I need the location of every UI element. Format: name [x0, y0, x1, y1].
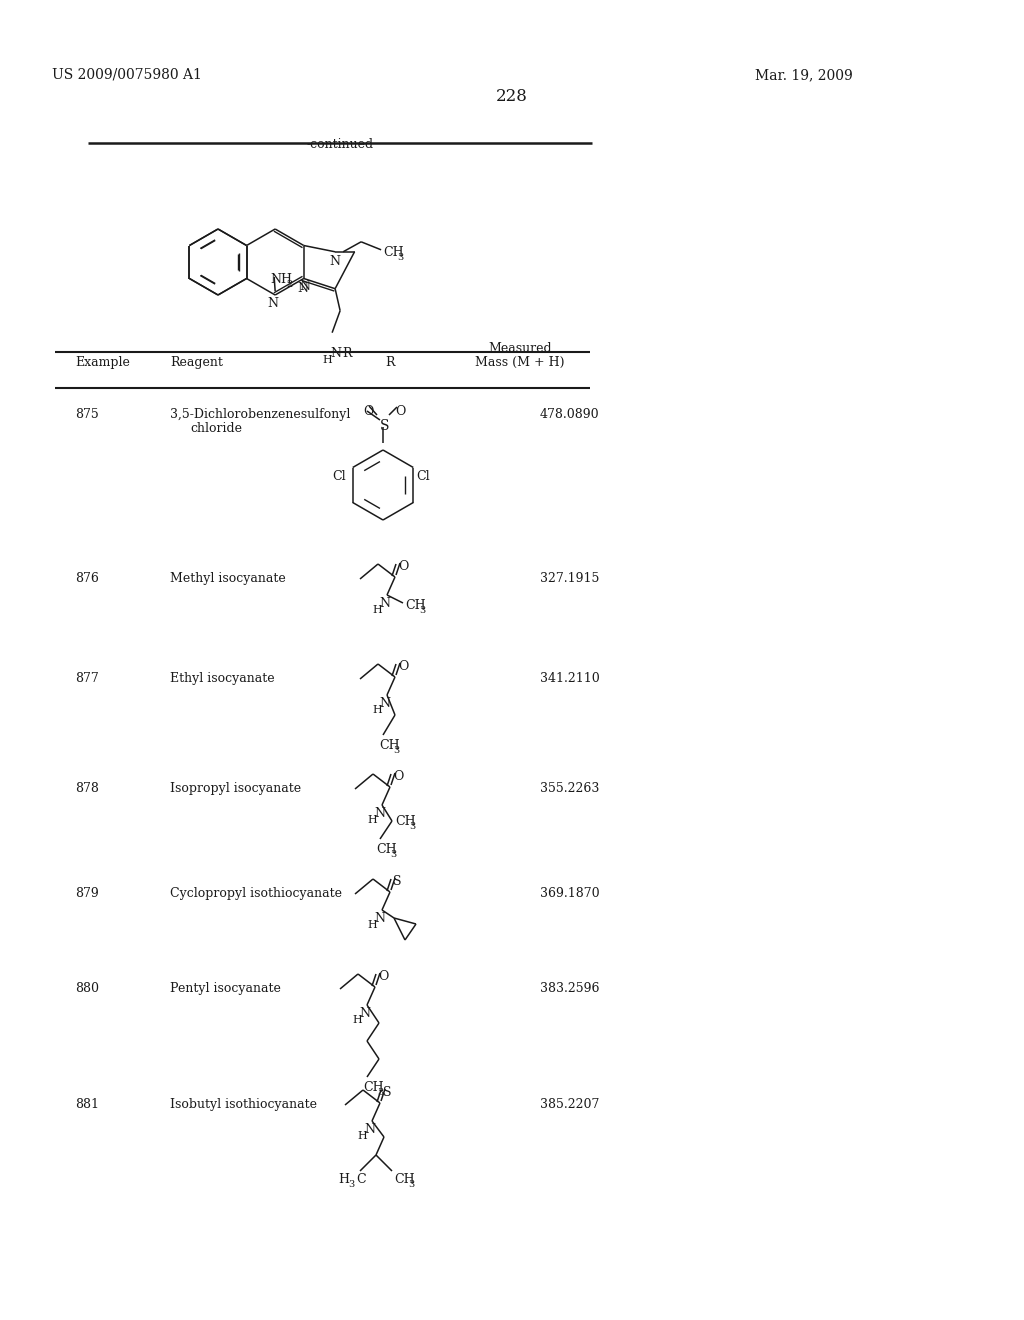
Text: H: H: [367, 920, 377, 931]
Text: Example: Example: [75, 356, 130, 370]
Text: O: O: [398, 560, 409, 573]
Text: H: H: [338, 1173, 349, 1185]
Text: US 2009/0075980 A1: US 2009/0075980 A1: [52, 69, 202, 82]
Text: 3: 3: [348, 1180, 354, 1189]
Text: H: H: [372, 605, 382, 615]
Text: N: N: [267, 297, 279, 310]
Text: 2: 2: [286, 280, 293, 289]
Text: Methyl isocyanate: Methyl isocyanate: [170, 572, 286, 585]
Text: 478.0890: 478.0890: [540, 408, 600, 421]
Text: 3: 3: [397, 253, 403, 261]
Text: NH: NH: [270, 273, 292, 286]
Text: 3: 3: [419, 606, 425, 615]
Text: N: N: [329, 255, 340, 268]
Text: 3: 3: [390, 850, 396, 859]
Text: 383.2596: 383.2596: [540, 982, 599, 995]
Text: CH: CH: [376, 843, 396, 855]
Text: Cyclopropyl isothiocyanate: Cyclopropyl isothiocyanate: [170, 887, 342, 900]
Text: Mass (M + H): Mass (M + H): [475, 356, 565, 370]
Text: Isobutyl isothiocyanate: Isobutyl isothiocyanate: [170, 1098, 317, 1111]
Text: 877: 877: [75, 672, 98, 685]
Text: 355.2263: 355.2263: [540, 781, 599, 795]
Text: O: O: [378, 970, 388, 983]
Text: C: C: [356, 1173, 366, 1185]
Text: O: O: [393, 770, 403, 783]
Text: N: N: [359, 1007, 370, 1020]
Text: Cl: Cl: [417, 470, 430, 483]
Text: H: H: [323, 355, 332, 364]
Text: 228: 228: [496, 88, 528, 106]
Text: R: R: [342, 347, 351, 359]
Text: N: N: [300, 281, 310, 293]
Text: CH: CH: [362, 1081, 384, 1094]
Text: O: O: [362, 405, 374, 418]
Text: Ethyl isocyanate: Ethyl isocyanate: [170, 672, 274, 685]
Text: Mar. 19, 2009: Mar. 19, 2009: [755, 69, 853, 82]
Text: -continued: -continued: [306, 139, 374, 150]
Text: O: O: [398, 660, 409, 673]
Text: 327.1915: 327.1915: [540, 572, 599, 585]
Text: H: H: [367, 814, 377, 825]
Text: 875: 875: [75, 408, 98, 421]
Text: 881: 881: [75, 1098, 99, 1111]
Text: 880: 880: [75, 982, 99, 995]
Text: Pentyl isocyanate: Pentyl isocyanate: [170, 982, 281, 995]
Text: Measured: Measured: [488, 342, 552, 355]
Text: O: O: [395, 405, 406, 418]
Text: CH: CH: [394, 1173, 415, 1185]
Text: CH: CH: [379, 739, 399, 752]
Text: 369.1870: 369.1870: [540, 887, 600, 900]
Text: N: N: [364, 1123, 375, 1137]
Text: chloride: chloride: [190, 422, 242, 436]
Text: 878: 878: [75, 781, 99, 795]
Text: 341.2110: 341.2110: [540, 672, 600, 685]
Text: 3: 3: [408, 1180, 415, 1189]
Text: 876: 876: [75, 572, 99, 585]
Text: N: N: [379, 597, 390, 610]
Text: N: N: [374, 807, 385, 820]
Text: N: N: [298, 281, 309, 294]
Text: CH: CH: [395, 814, 416, 828]
Text: Cl: Cl: [333, 470, 346, 483]
Text: N: N: [379, 697, 390, 710]
Text: H: H: [372, 705, 382, 715]
Text: 385.2207: 385.2207: [540, 1098, 599, 1111]
Text: Isopropyl isocyanate: Isopropyl isocyanate: [170, 781, 301, 795]
Text: 3: 3: [377, 1088, 383, 1097]
Text: Reagent: Reagent: [170, 356, 223, 370]
Text: R: R: [385, 356, 394, 370]
Text: 3,5-Dichlorobenzenesulfonyl: 3,5-Dichlorobenzenesulfonyl: [170, 408, 350, 421]
Text: H: H: [352, 1015, 361, 1026]
Text: 3: 3: [393, 746, 399, 755]
Text: 879: 879: [75, 887, 98, 900]
Text: H: H: [357, 1131, 367, 1140]
Text: N: N: [330, 347, 341, 359]
Text: S: S: [383, 1086, 391, 1100]
Text: CH: CH: [383, 246, 403, 259]
Text: 3: 3: [409, 822, 416, 832]
Text: CH: CH: [406, 599, 426, 612]
Text: S: S: [380, 418, 389, 433]
Text: N: N: [374, 912, 385, 925]
Text: S: S: [393, 875, 401, 888]
